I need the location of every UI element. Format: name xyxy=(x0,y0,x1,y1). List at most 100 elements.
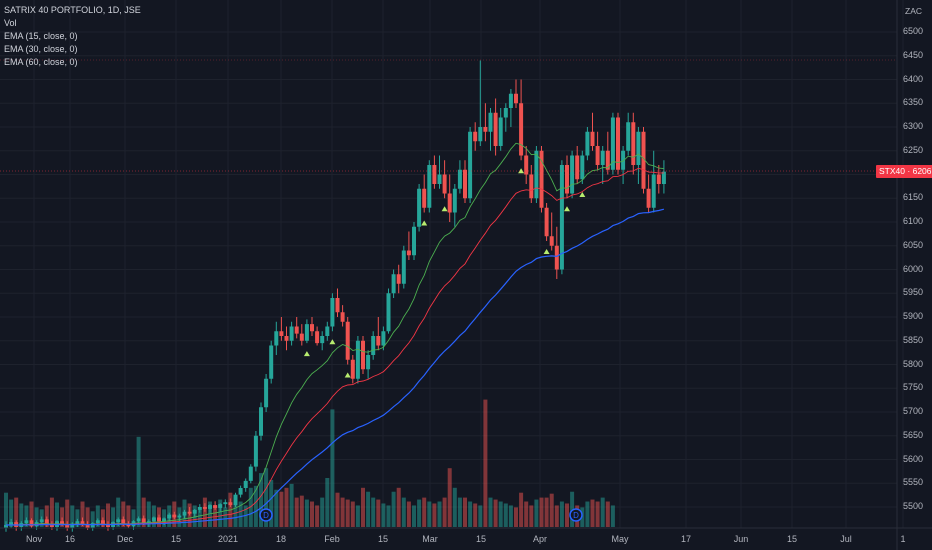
candle-body xyxy=(575,155,580,180)
ema30-legend[interactable]: EMA (30, close, 0) xyxy=(4,44,78,54)
symbol-title[interactable]: SATRIX 40 PORTFOLIO, 1D, JSE xyxy=(4,5,141,15)
time-tick-label: 16 xyxy=(64,534,76,544)
candle-body xyxy=(361,340,365,370)
volume-bar xyxy=(44,505,49,527)
candle-body xyxy=(376,336,381,346)
volume-bar xyxy=(585,501,590,527)
volume-bar xyxy=(213,505,218,527)
candle-body xyxy=(381,331,386,346)
candle-body xyxy=(233,494,238,506)
price-tick-label: 6500 xyxy=(903,26,924,36)
volume-bar xyxy=(452,487,457,527)
volume-bar xyxy=(253,485,258,527)
volume-bar xyxy=(529,505,534,527)
candle-body xyxy=(9,522,14,526)
candle-body xyxy=(656,174,661,184)
volume-bar xyxy=(70,505,75,527)
price-tick-label: 5750 xyxy=(903,382,924,393)
buy-signal-arrow xyxy=(441,206,448,212)
volume-bar xyxy=(218,499,223,527)
time-tick-label: May xyxy=(611,534,629,544)
candle-body xyxy=(503,108,508,118)
candle-body xyxy=(544,207,549,237)
volume-bar xyxy=(478,505,483,527)
price-tick-label: 6000 xyxy=(903,263,924,274)
candle-body xyxy=(136,518,141,522)
ema60-legend[interactable]: EMA (60, close, 0) xyxy=(4,57,78,67)
candle-body xyxy=(636,131,641,165)
candle-body xyxy=(274,331,279,346)
candle-body xyxy=(483,127,488,132)
volume-bar xyxy=(284,487,289,527)
candle-body xyxy=(559,165,564,270)
candle-body xyxy=(661,171,666,184)
price-flag-separator: · xyxy=(907,166,911,176)
time-tick-label: 15 xyxy=(377,534,389,544)
volume-bar xyxy=(85,507,90,527)
price-tick-label: 6250 xyxy=(903,144,924,155)
time-tick-label: Nov xyxy=(25,534,43,544)
volume-bar xyxy=(406,501,411,527)
candle-body xyxy=(463,169,467,199)
volume-bar xyxy=(131,509,136,527)
price-tick-label: 5800 xyxy=(903,358,924,369)
ema15-legend[interactable]: EMA (15, close, 0) xyxy=(4,31,78,41)
candle-body xyxy=(554,245,559,270)
candle-body xyxy=(427,165,432,208)
volume-bar xyxy=(355,505,360,527)
buy-signal-arrow xyxy=(303,351,310,357)
volume-bar xyxy=(442,497,447,527)
volume-bar xyxy=(386,505,391,527)
volume-bar xyxy=(600,497,605,527)
dividend-marker-label: D xyxy=(263,511,269,520)
volume-bar xyxy=(473,503,478,527)
candle-body xyxy=(264,378,269,408)
candle-body xyxy=(595,146,600,165)
volume-bar xyxy=(432,503,437,527)
candle-body xyxy=(253,435,258,467)
volume-bar xyxy=(534,499,539,527)
price-tick-label: 6450 xyxy=(903,49,924,60)
volume-bar xyxy=(412,505,416,527)
candle-body xyxy=(631,122,636,165)
price-tick-label: 5950 xyxy=(903,287,924,298)
volume-bar xyxy=(610,505,615,527)
volume-bar xyxy=(269,479,274,527)
candle-body xyxy=(44,519,49,526)
candle-body xyxy=(508,93,513,108)
volume-bar xyxy=(4,492,8,527)
candle-body xyxy=(90,523,95,528)
volume-bar xyxy=(539,497,544,527)
volume-bar xyxy=(340,497,345,527)
volume-bar xyxy=(488,497,493,527)
candle-body xyxy=(126,524,131,526)
candle-body xyxy=(289,326,294,341)
candle-body xyxy=(197,507,202,510)
volume-bar xyxy=(310,501,314,527)
volume-bar xyxy=(197,509,202,527)
candle-body xyxy=(350,359,355,379)
candle-body xyxy=(447,193,452,213)
candle-body xyxy=(157,517,161,522)
dividend-marker[interactable] xyxy=(259,508,273,522)
dividend-marker[interactable] xyxy=(569,508,583,522)
volume-legend[interactable]: Vol xyxy=(4,18,17,28)
volume-bar xyxy=(381,503,386,527)
price-flag-value: 6206 xyxy=(912,166,932,176)
candle-body xyxy=(208,505,212,509)
candle-body xyxy=(65,524,70,528)
volume-bar xyxy=(75,509,80,527)
price-tick-label: 5700 xyxy=(903,406,924,416)
candle-body xyxy=(238,488,243,495)
volume-bar xyxy=(274,489,279,527)
volume-bar xyxy=(366,491,371,527)
candle-body xyxy=(432,165,437,184)
volume-bar xyxy=(238,501,243,527)
price-tick-label: 5850 xyxy=(903,334,924,345)
candle-body xyxy=(524,155,529,175)
volume-bar xyxy=(447,468,452,527)
volume-bar xyxy=(565,503,569,527)
candle-body xyxy=(651,174,656,208)
candle-body xyxy=(80,521,85,526)
